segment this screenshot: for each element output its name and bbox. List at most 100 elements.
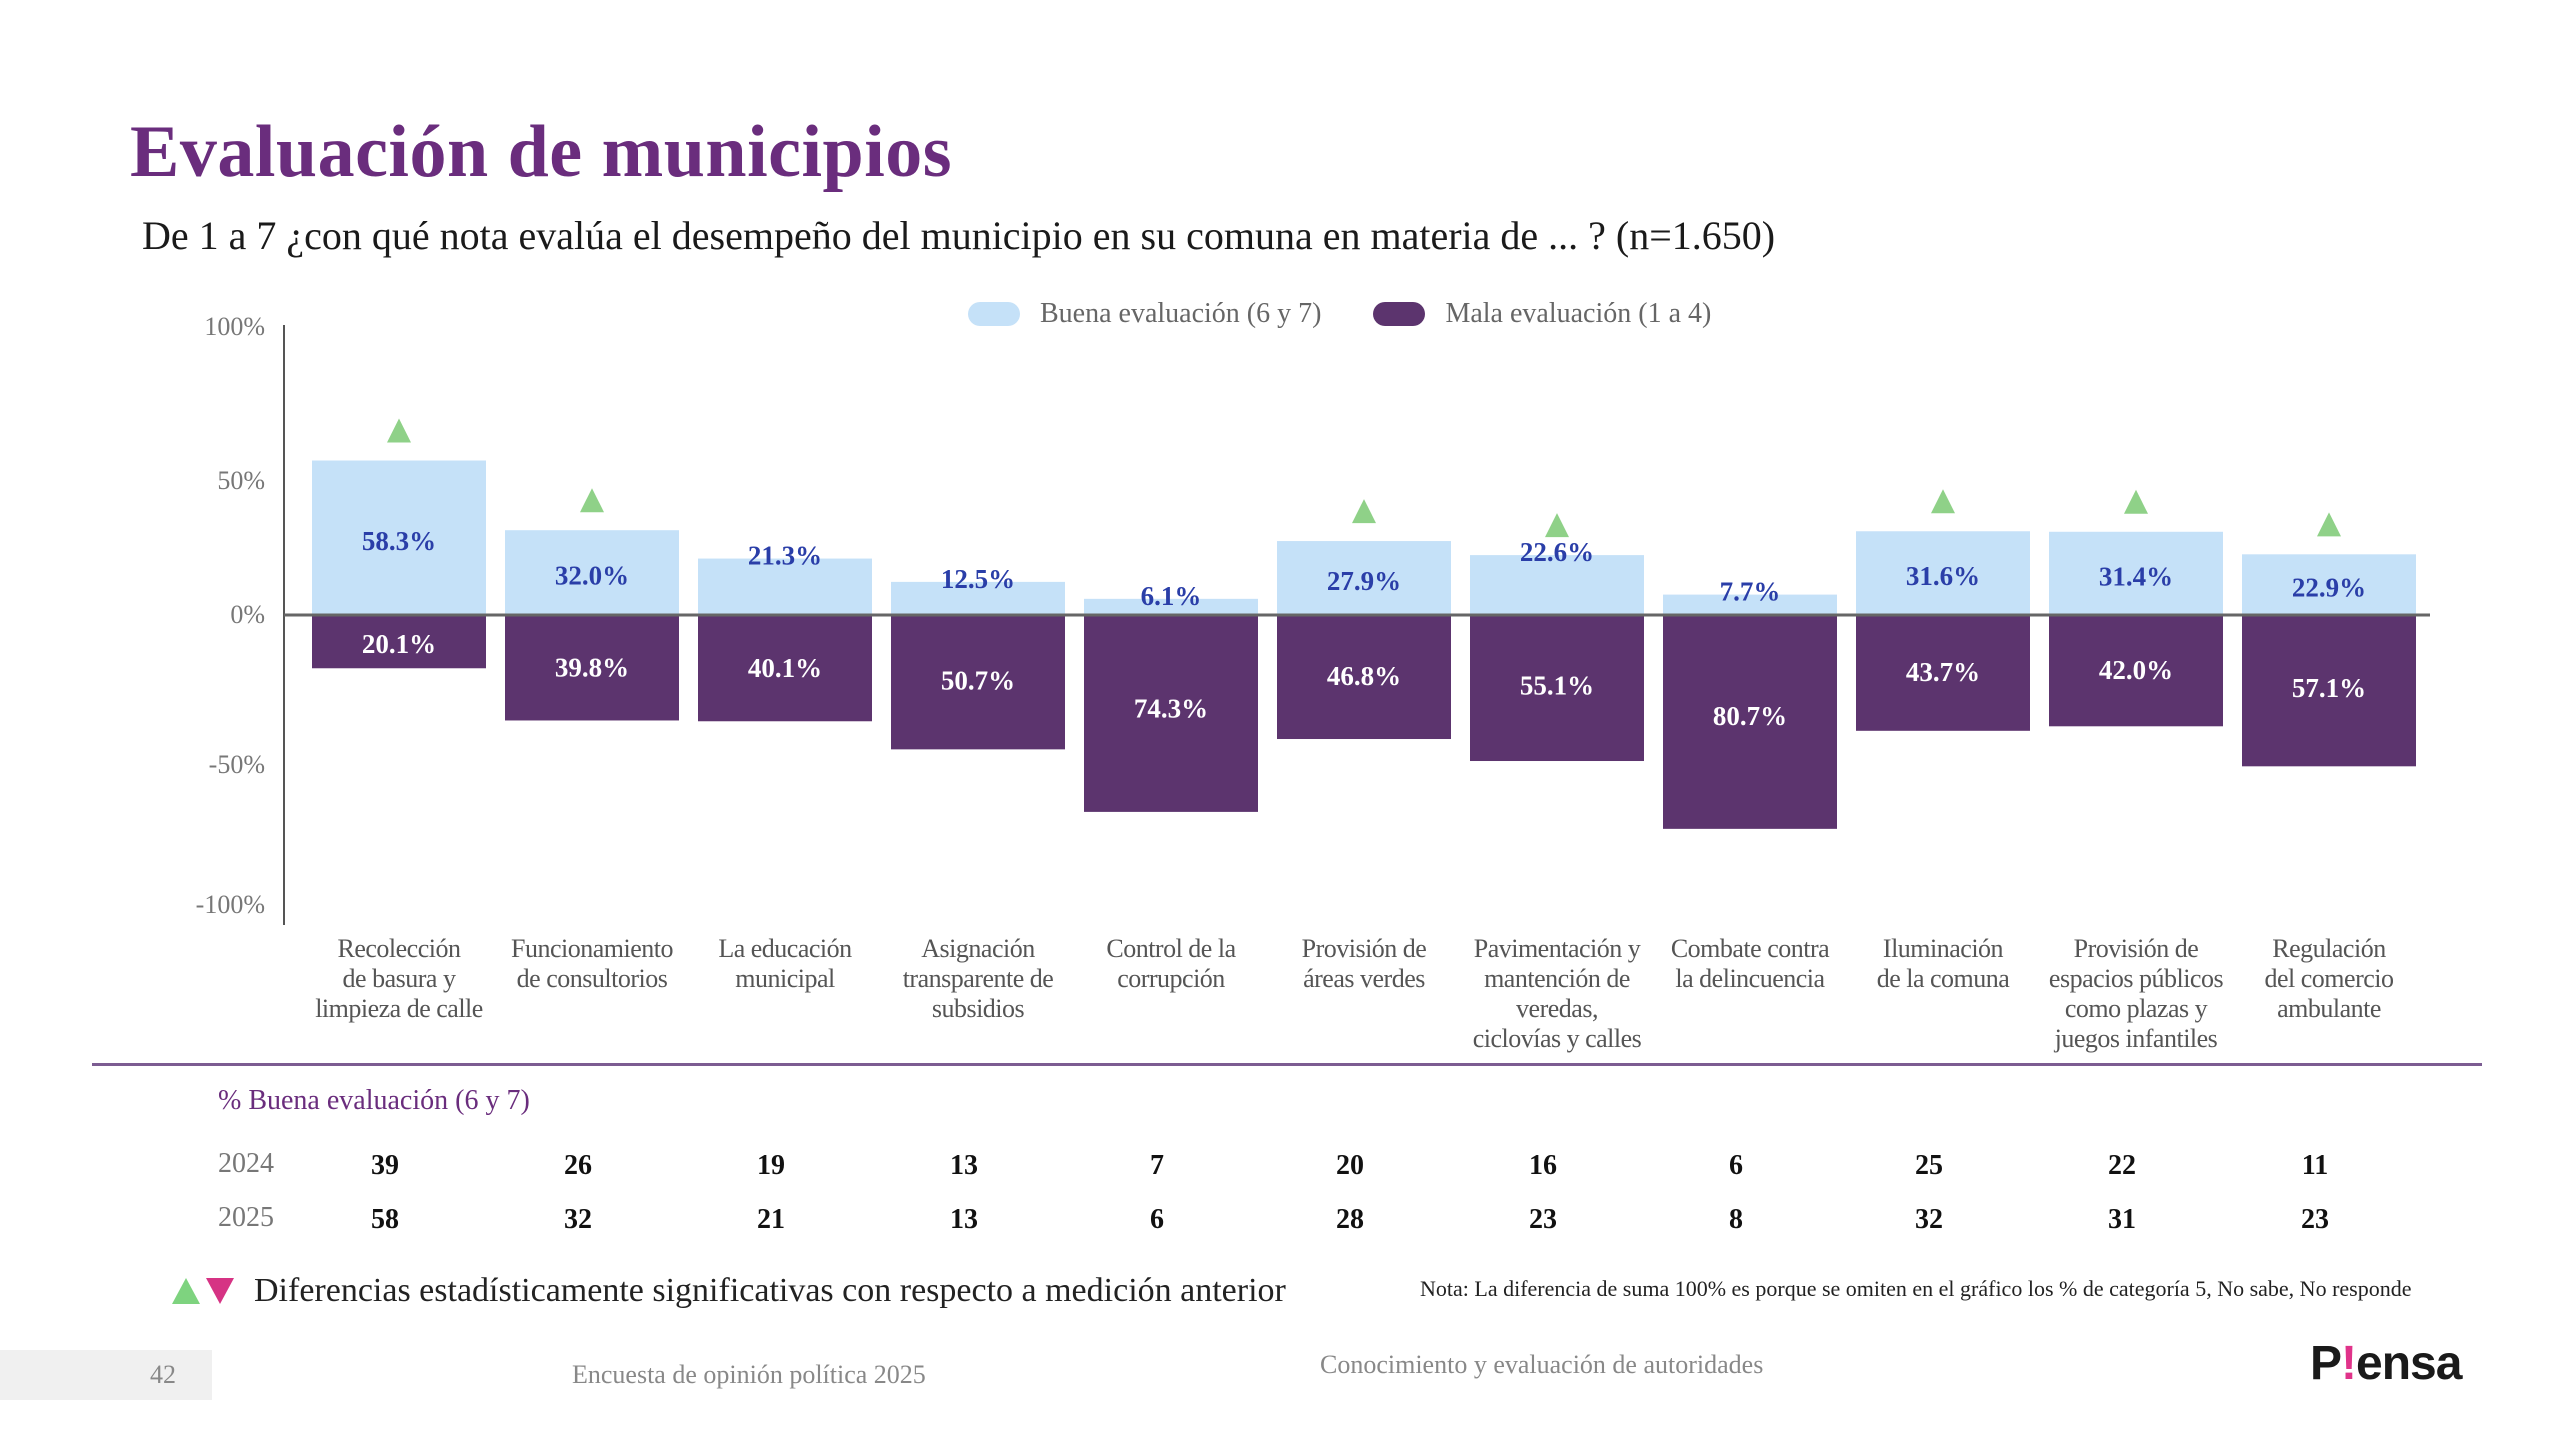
bar-bad-label: 40.1% [748, 653, 822, 683]
category-label: Funcionamiento de consultorios [497, 934, 687, 994]
legend-item-bad: Mala evaluación (1 a 4) [1373, 298, 1711, 330]
bar-bad [698, 615, 872, 722]
significance-up-icon [580, 488, 604, 513]
question-subtitle: De 1 a 7 ¿con qué nota evalúa el desempe… [142, 213, 1776, 258]
table-cell: 23 [2301, 1204, 2329, 1235]
bar-good [698, 558, 872, 615]
y-tick-label: 100% [204, 312, 265, 341]
category-label-line: de la comuna [1876, 964, 2010, 993]
bar-bad [505, 615, 679, 721]
category-label-line: La educación [718, 934, 852, 963]
bar-good-label: 7.7% [1720, 577, 1781, 607]
table-cell: 21 [757, 1204, 785, 1235]
bar-bad-label: 80.7% [1713, 701, 1787, 731]
bar-bad-label: 43.7% [1906, 657, 1980, 687]
category-label-line: Asignación [921, 934, 1035, 963]
category-label-line: como plazas y [2064, 994, 2208, 1023]
significance-up-icon [387, 418, 411, 443]
category-label-line: del comercio [2264, 964, 2395, 993]
category-label-line: Provisión de [1301, 934, 1427, 963]
bar-good [2049, 531, 2223, 615]
category-label-line: juegos infantiles [2054, 1024, 2218, 1053]
page-number: 42 [150, 1360, 176, 1389]
category-label-line: subsidios [931, 994, 1025, 1023]
bar-chart: 100% 50% 0% -50% -100% 58.3% 20.1% 32.0% 39.8% 21… [196, 312, 2430, 925]
significance-note: Diferencias estadísticamente significati… [254, 1272, 1286, 1309]
bar-bad [1084, 615, 1258, 812]
table-cell: 23 [1529, 1204, 1557, 1235]
bar-bad [891, 615, 1065, 750]
bar-good-label: 21.3% [748, 541, 822, 571]
category-label: Asignación transparente de subsidios [883, 934, 1073, 1024]
category-label-line: áreas verdes [1303, 964, 1425, 993]
legend-label-bad: Mala evaluación (1 a 4) [1445, 298, 1712, 329]
bar-good-label: 31.4% [2099, 561, 2173, 591]
table-cell: 25 [1915, 1150, 1943, 1181]
significance-up-icon [1931, 489, 1955, 514]
bar-bad [1277, 615, 1451, 740]
category-label-line: Combate contra [1670, 934, 1830, 963]
footnote: Nota: La diferencia de suma 100% es porq… [1420, 1276, 2412, 1301]
legend-swatch-bad [1373, 302, 1426, 326]
category-label-line: mantención de [1484, 964, 1630, 993]
logo-text-rest: ensa [2356, 1337, 2462, 1390]
category-label: Control de la corrupción [1076, 934, 1266, 994]
bar-bad-label: 74.3% [1134, 694, 1208, 724]
bar-good [1470, 555, 1644, 615]
table-cell: 8 [1729, 1204, 1743, 1235]
category-label: Iluminación de la comuna [1848, 934, 2038, 994]
bar-good-label: 32.0% [555, 561, 629, 591]
category-label-line: veredas, [1516, 994, 1598, 1023]
bar-good [312, 460, 486, 615]
category-label: La educación municipal [690, 934, 880, 994]
significance-legend: Diferencias estadísticamente significati… [172, 1272, 1286, 1310]
page-number-box [0, 1350, 212, 1400]
category-label-line: Recolección [337, 934, 462, 963]
triangle-down-icon [206, 1278, 234, 1304]
table-year-label: 2024 [218, 1148, 274, 1179]
legend-swatch-good [968, 302, 1020, 326]
bar-good [891, 581, 1065, 615]
chart-legend: Buena evaluación (6 y 7) Mala evaluación… [968, 298, 1763, 330]
table-cell: 6 [1729, 1150, 1743, 1181]
category-label: Combate contra la delincuencia [1655, 934, 1845, 994]
category-label-line: Funcionamiento [511, 934, 673, 963]
significance-up-icon [2317, 512, 2341, 537]
table-year-label: 2025 [218, 1202, 274, 1233]
page-title: Evaluación de municipios [130, 111, 953, 193]
table-cell: 39 [371, 1150, 399, 1181]
legend-item-good: Buena evaluación (6 y 7) [968, 298, 1321, 330]
category-label-line: Pavimentación y [1473, 934, 1641, 963]
bar-good-label: 12.5% [941, 564, 1015, 594]
significance-up-icon [1545, 513, 1569, 538]
category-label-line: ambulante [2277, 994, 2381, 1023]
bar-bad-label: 50.7% [941, 665, 1015, 695]
table-cell: 32 [564, 1204, 592, 1235]
bar-good [2242, 554, 2416, 615]
footer-section: Conocimiento y evaluación de autoridades [1320, 1350, 1764, 1379]
table-cell: 31 [2108, 1204, 2136, 1235]
bar-bad-label: 39.8% [555, 652, 629, 682]
bar-bad [1856, 615, 2030, 731]
bar-bad [2242, 615, 2416, 767]
logo-text-p: P [2310, 1337, 2342, 1390]
bar-good-label: 6.1% [1141, 581, 1202, 611]
bar-good [505, 530, 679, 615]
table-cell: 11 [2301, 1150, 2329, 1181]
category-label-line: transparente de [902, 964, 1054, 993]
logo-exclamation: ! [2341, 1337, 2357, 1390]
table-cell: 13 [950, 1204, 978, 1235]
bar-good-label: 22.9% [2292, 573, 2366, 603]
bar-bad [312, 615, 486, 669]
significance-up-icon [1352, 499, 1376, 524]
table-cell: 6 [1150, 1204, 1164, 1235]
y-tick-label: -100% [196, 890, 265, 919]
table-cell: 7 [1150, 1150, 1164, 1181]
category-label: Pavimentación y mantención de veredas, cicl… [1462, 934, 1652, 1054]
triangle-up-icon [172, 1278, 200, 1304]
table-cell: 28 [1336, 1204, 1364, 1235]
bar-bad [2049, 615, 2223, 727]
y-tick-label: -50% [209, 750, 265, 779]
category-label-line: Provisión de [2073, 934, 2199, 963]
y-tick-label: 50% [217, 466, 265, 495]
